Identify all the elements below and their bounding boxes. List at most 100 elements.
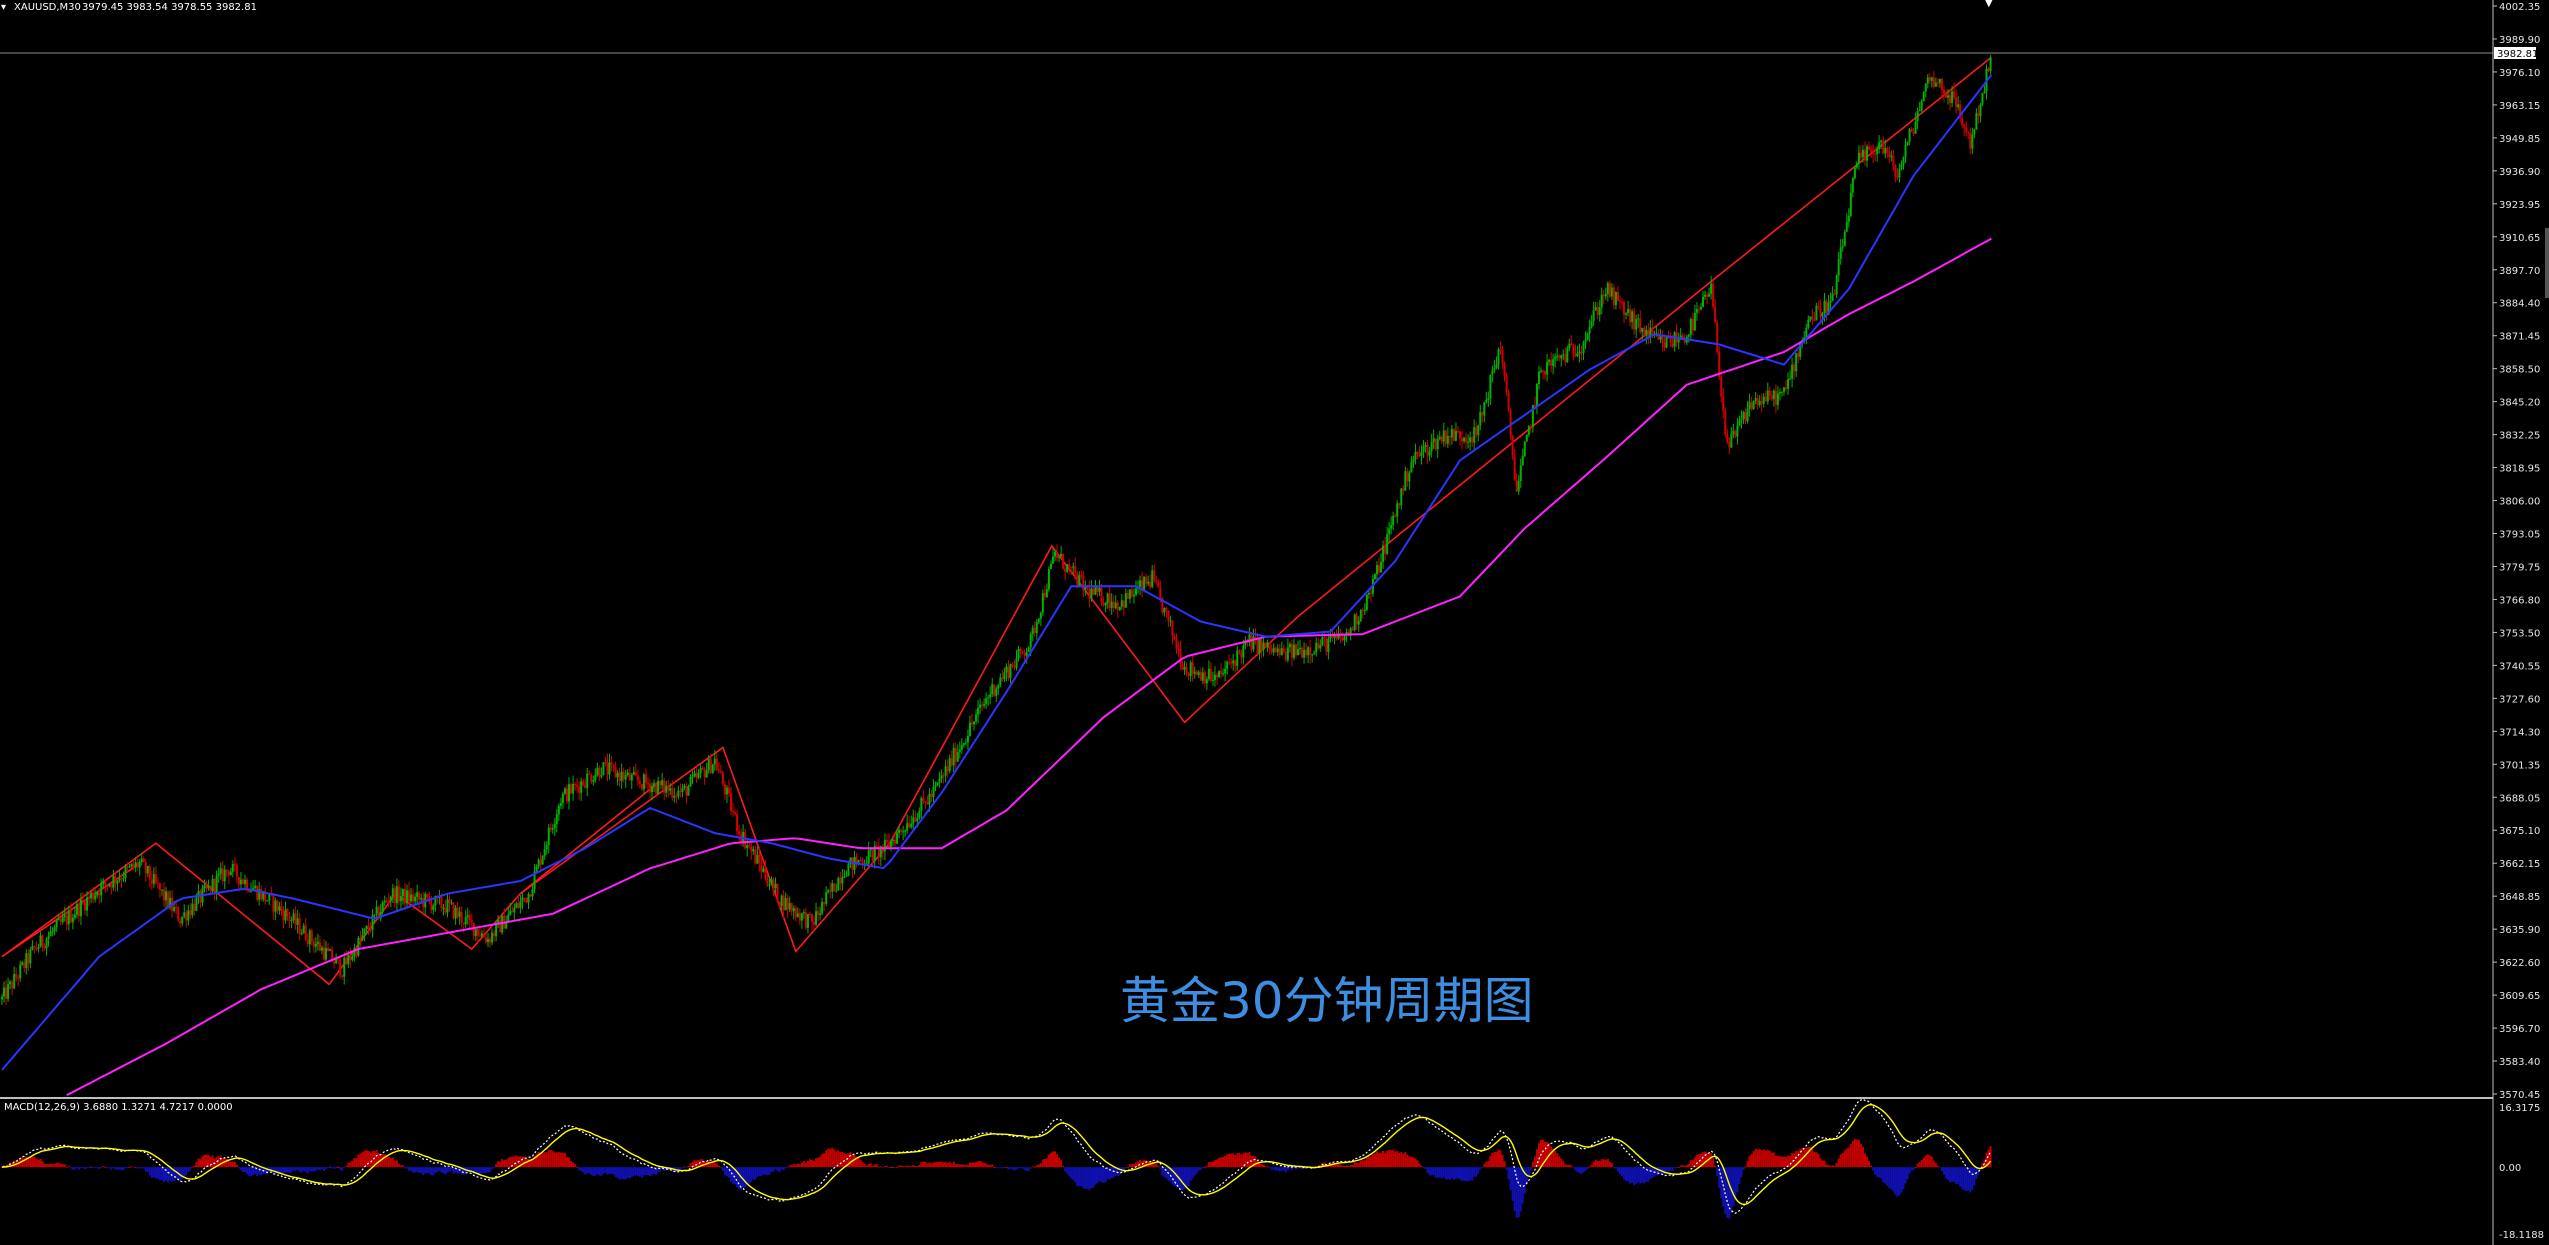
candle-body (1491, 370, 1494, 375)
macd-bar (1392, 1149, 1395, 1168)
macd-window[interactable]: MACD(12,26,9) 3.6880 1.3271 4.7217 0.000… (1, 1098, 1992, 1219)
candle-body (1635, 319, 1638, 330)
candle-body (284, 909, 287, 921)
candle-body (1331, 634, 1334, 638)
candle-body (1473, 427, 1476, 443)
macd-bar (1155, 1163, 1158, 1168)
candle-body (167, 891, 170, 908)
macd-bar (1685, 1164, 1688, 1168)
candle-body (685, 785, 688, 796)
candle-body (37, 947, 40, 949)
candle-body (1764, 396, 1767, 402)
price-tick-label: 3622.60 (2499, 958, 2540, 969)
candle-body (217, 873, 220, 876)
macd-bar (1487, 1160, 1490, 1168)
macd-bar (1586, 1167, 1589, 1169)
candle-body (1039, 612, 1042, 619)
candle-body (543, 849, 546, 856)
macd-bar (610, 1167, 613, 1174)
chart-shift-icon[interactable]: ▼ (1985, 0, 1993, 9)
candle-body (788, 903, 791, 910)
candle-body (1546, 361, 1549, 375)
macd-bar (1023, 1167, 1026, 1171)
candle-body (1851, 178, 1854, 193)
candle-body (1926, 77, 1929, 84)
candle-body (780, 895, 783, 907)
candle-body (515, 903, 518, 908)
candle-body (1542, 370, 1545, 372)
candle-body (1270, 648, 1273, 653)
macd-bar (1951, 1167, 1954, 1182)
macd-bar (964, 1165, 967, 1168)
macd-bar (231, 1161, 234, 1168)
candle-body (1323, 637, 1326, 639)
candle-body (41, 935, 44, 946)
candle-body (1286, 647, 1289, 661)
candle-body (112, 876, 115, 888)
macd-bar (1175, 1167, 1178, 1188)
chart-scrollbar[interactable] (2545, 228, 2549, 298)
candle-body (786, 897, 789, 910)
macd-bar (1633, 1167, 1636, 1186)
candle-body (541, 855, 544, 865)
macd-bar (1501, 1154, 1504, 1168)
candle-body (944, 766, 947, 776)
macd-bar (1064, 1167, 1067, 1172)
macd-bar (211, 1155, 214, 1168)
macd-bar (148, 1167, 151, 1176)
candle-body (1892, 155, 1895, 166)
candle-body (1094, 586, 1097, 595)
candle-body (687, 786, 690, 796)
macd-bar (954, 1163, 957, 1168)
candle-body (565, 788, 568, 802)
candle-body (1742, 411, 1745, 419)
macd-bar (1299, 1167, 1302, 1169)
candle-body (610, 762, 613, 765)
candle-body (588, 773, 591, 775)
price-axis[interactable]: 4002.353989.903976.103963.153949.853936.… (2493, 2, 2540, 1101)
macd-bar (1234, 1155, 1237, 1168)
candle-body (713, 758, 716, 765)
candle-body (1493, 368, 1496, 371)
macd-bar (1106, 1167, 1109, 1180)
macd-bar (1193, 1167, 1196, 1176)
candle-body (1062, 554, 1065, 569)
trend-line[interactable] (519, 782, 659, 895)
macd-bar (1568, 1164, 1571, 1168)
candle-body (1489, 374, 1492, 399)
macd-bar (1671, 1167, 1674, 1171)
macd-bar (1629, 1167, 1632, 1184)
candle-body (1817, 305, 1820, 308)
candle-body (916, 818, 919, 822)
price-window[interactable]: ▾ XAUUSD,M30 3979.45 3983.54 3978.55 398… (0, 0, 2493, 1096)
candle-body (1001, 677, 1004, 680)
candle-body (1367, 593, 1370, 595)
candle-body (1841, 246, 1844, 248)
candle-body (813, 921, 816, 925)
macd-bar (750, 1167, 753, 1183)
candle-body (1774, 390, 1777, 405)
candle-body (1831, 293, 1834, 301)
candle-body (1754, 398, 1757, 401)
price-tick-label: 3583.40 (2499, 1057, 2540, 1068)
candle-body (33, 946, 36, 948)
macd-bar (1785, 1157, 1788, 1168)
candle-body (1809, 316, 1812, 320)
candle-body (53, 927, 56, 932)
candle-body (738, 831, 741, 835)
macd-bar (359, 1153, 362, 1168)
candle-body (995, 688, 998, 696)
macd-bar (578, 1167, 581, 1171)
candle-body (835, 890, 838, 892)
candle-body (707, 758, 710, 771)
macd-bar (456, 1167, 459, 1174)
candle-body (1637, 318, 1640, 320)
macd-bar (898, 1165, 901, 1168)
candle-body (691, 776, 694, 778)
candle-body (808, 913, 811, 915)
candle-body (154, 874, 157, 883)
candle-body (1529, 426, 1532, 428)
macd-bar (889, 1167, 892, 1169)
